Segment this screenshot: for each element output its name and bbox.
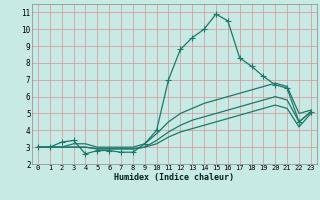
X-axis label: Humidex (Indice chaleur): Humidex (Indice chaleur) — [115, 173, 234, 182]
